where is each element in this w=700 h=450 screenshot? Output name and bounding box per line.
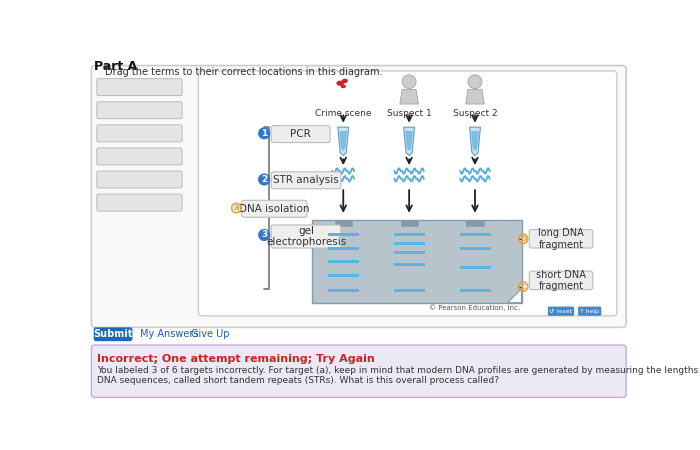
Circle shape [259,174,270,185]
FancyBboxPatch shape [271,172,341,189]
FancyBboxPatch shape [241,200,307,217]
Text: short DNA
fragment: short DNA fragment [536,270,586,291]
Bar [335,220,352,226]
FancyBboxPatch shape [97,125,182,142]
Polygon shape [470,127,480,156]
FancyBboxPatch shape [97,79,182,95]
FancyBboxPatch shape [529,271,593,290]
FancyBboxPatch shape [94,327,132,341]
Bar [393,289,425,292]
FancyBboxPatch shape [529,230,593,248]
Bar [459,233,491,236]
Circle shape [259,230,270,240]
Text: © Pearson Education, Inc.: © Pearson Education, Inc. [428,304,520,311]
Text: long DNA
fragment: long DNA fragment [538,228,584,250]
Text: 1: 1 [261,129,267,138]
Text: 3: 3 [261,230,267,239]
Bar [393,263,425,266]
FancyBboxPatch shape [548,306,574,316]
Text: PCR: PCR [290,129,311,139]
Ellipse shape [337,81,343,85]
Text: You labeled 3 of 6 targets incorrectly. For target (a), keep in mind that modern: You labeled 3 of 6 targets incorrectly. … [97,366,700,385]
Text: STR analysis: STR analysis [273,176,339,185]
FancyBboxPatch shape [97,148,182,165]
Bar [312,220,522,303]
FancyBboxPatch shape [271,126,330,143]
Polygon shape [338,127,349,156]
Polygon shape [405,131,413,151]
Text: 2: 2 [261,175,267,184]
FancyBboxPatch shape [97,194,182,211]
Bar [459,247,491,250]
Bar [466,220,484,226]
FancyBboxPatch shape [92,345,626,397]
FancyBboxPatch shape [198,71,617,316]
Text: Drag the terms to their correct locations in this diagram.: Drag the terms to their correct location… [104,67,382,77]
Text: Submit: Submit [93,329,133,339]
Text: Suspect 2: Suspect 2 [453,109,497,118]
Bar [328,274,358,277]
Text: gel
electrophoresis: gel electrophoresis [266,226,346,248]
Text: c: c [521,282,526,291]
Text: ? help: ? help [580,309,599,314]
Polygon shape [508,289,522,303]
Text: a: a [234,203,239,212]
Polygon shape [340,131,347,151]
FancyBboxPatch shape [92,66,626,327]
Bar [328,260,358,263]
Polygon shape [400,90,419,104]
FancyBboxPatch shape [578,306,601,316]
Bar [459,289,491,292]
Text: Part A: Part A [94,60,137,73]
Bar [328,233,358,236]
Ellipse shape [342,85,345,87]
Text: ↺ reset: ↺ reset [550,309,573,314]
Circle shape [468,75,482,89]
Polygon shape [471,131,479,151]
Circle shape [402,75,416,89]
Bar [328,247,358,250]
FancyBboxPatch shape [271,225,341,248]
Text: Incorrect; One attempt remaining; Try Again: Incorrect; One attempt remaining; Try Ag… [97,354,375,365]
Polygon shape [466,90,484,104]
Text: DNA isolation: DNA isolation [239,204,309,214]
Circle shape [259,128,270,139]
Text: b: b [520,234,526,243]
Bar [459,266,491,269]
Bar [328,289,358,292]
Polygon shape [404,127,414,156]
Bar [393,251,425,254]
Bar [400,220,418,226]
FancyBboxPatch shape [97,102,182,119]
FancyBboxPatch shape [97,171,182,188]
Ellipse shape [342,79,347,82]
Bar [393,242,425,245]
Text: Suspect 1: Suspect 1 [386,109,431,118]
Text: My Answers: My Answers [140,329,199,339]
Text: Crime scene: Crime scene [315,109,372,118]
Bar [393,233,425,236]
Text: Give Up: Give Up [190,329,229,339]
